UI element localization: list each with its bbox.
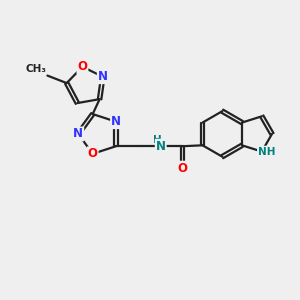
Text: N: N: [98, 70, 108, 83]
Text: H: H: [153, 134, 162, 145]
Text: N: N: [111, 115, 121, 128]
Text: O: O: [178, 162, 188, 175]
Text: H: H: [156, 141, 165, 151]
Text: O: O: [88, 147, 98, 160]
Text: CH₃: CH₃: [25, 64, 46, 74]
Text: N: N: [156, 140, 166, 153]
Text: N: N: [73, 128, 83, 140]
Text: NH: NH: [258, 147, 275, 157]
Text: O: O: [77, 60, 87, 73]
